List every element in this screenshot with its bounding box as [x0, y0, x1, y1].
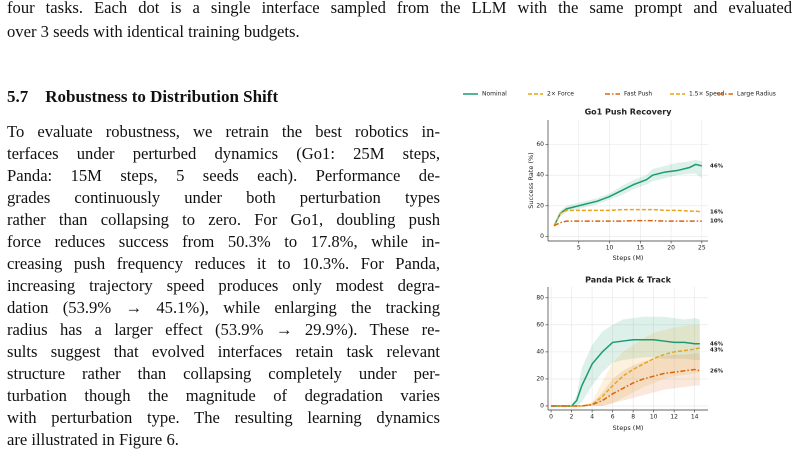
- y-tick-label: 0: [540, 233, 544, 240]
- end-label: 43%: [710, 347, 724, 353]
- end-label: 16%: [710, 209, 724, 215]
- x-tick-label: 0: [549, 414, 553, 421]
- x-tick-label: 14: [691, 414, 699, 421]
- section-number: 5.7: [7, 87, 29, 106]
- body-line: turbation though the magnitude of degrad…: [7, 386, 440, 405]
- body-line: are illustrated in Figure 6.: [7, 430, 179, 449]
- legend-label: Large Radius: [737, 91, 776, 98]
- legend-label: Fast Push: [624, 91, 652, 98]
- y-tick-label: 0: [540, 402, 544, 409]
- x-tick-label: 20: [667, 245, 675, 252]
- x-tick-label: 10: [650, 414, 658, 421]
- chart-title: Panda Pick & Track: [585, 276, 672, 285]
- body-line: sults suggest that evolved interfaces re…: [7, 342, 440, 361]
- body-line: force reduces success from 50.3% to 17.8…: [7, 232, 440, 251]
- intro-line: over 3 seeds with identical training bud…: [7, 22, 300, 41]
- y-tick-label: 40: [536, 348, 544, 355]
- y-tick-label: 60: [536, 321, 544, 328]
- x-axis-label: Steps (M): [613, 254, 644, 262]
- body-line: grades continuously under both perturbat…: [7, 188, 440, 207]
- x-tick-label: 8: [631, 414, 635, 421]
- series-line: [553, 163, 703, 227]
- legend-label: 2× Force: [547, 91, 574, 98]
- body-line: dation (53.9% → 45.1%), while enlarging …: [7, 298, 440, 317]
- body-line: rather than collapsing to zero. For Go1,…: [7, 210, 440, 229]
- confidence-band: [551, 353, 700, 406]
- y-tick-label: 80: [536, 294, 544, 301]
- y-tick-label: 60: [536, 141, 544, 148]
- x-tick-label: 25: [698, 245, 706, 252]
- y-tick-label: 20: [536, 202, 544, 209]
- x-tick-label: 4: [590, 414, 594, 421]
- legend-label: Nominal: [482, 91, 507, 98]
- chart-title: Go1 Push Recovery: [585, 108, 673, 117]
- x-tick-label: 15: [636, 245, 644, 252]
- series-line: [553, 208, 702, 227]
- x-tick-label: 12: [670, 414, 678, 421]
- end-label: 46%: [710, 163, 724, 169]
- section-title: Robustness to Distribution Shift: [45, 87, 279, 106]
- x-axis-label: Steps (M): [613, 424, 644, 432]
- x-tick-label: 6: [611, 414, 615, 421]
- confidence-band: [551, 316, 700, 406]
- body-line: structure rather than collapsing complet…: [7, 364, 440, 383]
- end-label: 26%: [710, 368, 724, 374]
- y-tick-label: 20: [536, 375, 544, 382]
- y-tick-label: 40: [536, 172, 544, 179]
- x-tick-label: 2: [570, 414, 574, 421]
- confidence-band: [551, 324, 700, 406]
- intro-line: four tasks. Each dot is a single interfa…: [7, 0, 792, 17]
- confidence-band: [554, 159, 702, 228]
- x-tick-label: 10: [606, 245, 614, 252]
- series-line: [551, 338, 700, 407]
- body-line: radius has a larger effect (53.9% → 29.9…: [7, 320, 440, 339]
- body-line: Panda: 15M steps, 5 seeds each). Perform…: [7, 166, 440, 185]
- series-line: [553, 219, 702, 227]
- end-label: 46%: [710, 341, 724, 347]
- series-line: [551, 368, 700, 407]
- body-line: creasing push frequency reduces it to 10…: [7, 254, 440, 273]
- body-line: with perturbation type. The resulting le…: [7, 408, 440, 427]
- body-line: increasing trajectory speed produces onl…: [7, 276, 440, 295]
- section-heading: 5.7 Robustness to Distribution Shift: [7, 87, 278, 107]
- x-tick-label: 5: [577, 245, 581, 252]
- body-line: To evaluate robustness, we retrain the b…: [7, 122, 440, 141]
- y-axis-label: Success Rate (%): [527, 152, 535, 208]
- legend-label: 1.5× Speed: [689, 91, 724, 98]
- end-label: 10%: [710, 219, 724, 225]
- body-line: terfaces under perturbed dynamics (Go1: …: [7, 144, 440, 163]
